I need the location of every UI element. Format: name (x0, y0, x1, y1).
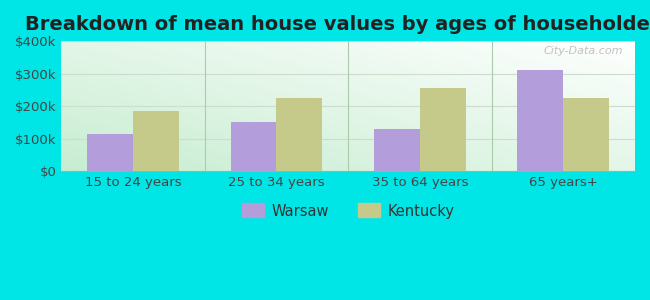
Bar (517, 70, 564, 171)
Bar (420, 88, 466, 171)
Bar (231, 122, 276, 171)
Bar (87, 134, 133, 171)
Bar (276, 98, 322, 171)
Legend: Warsaw, Kentucky: Warsaw, Kentucky (242, 204, 454, 219)
Text: City-Data.com: City-Data.com (544, 46, 623, 56)
Bar (133, 111, 179, 171)
Bar (564, 98, 609, 171)
Title: Breakdown of mean house values by ages of householders: Breakdown of mean house values by ages o… (25, 15, 650, 34)
Bar (374, 129, 420, 171)
